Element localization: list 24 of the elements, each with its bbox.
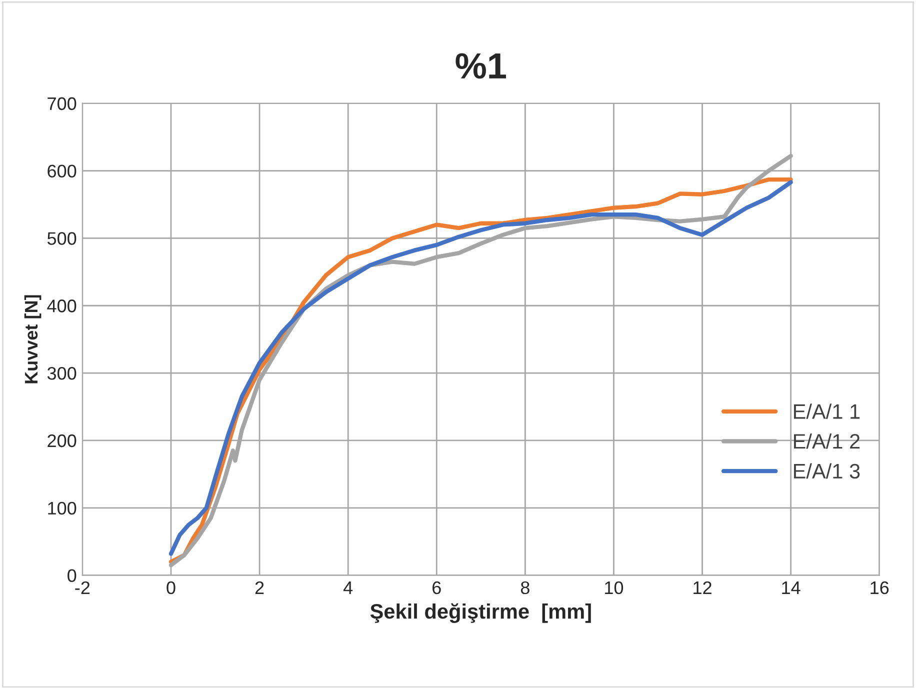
y-tick-label: 300 [47, 366, 76, 380]
y-tick-label: 500 [47, 232, 76, 245]
legend-label: E/A/1 3 [794, 463, 860, 479]
x-tick-label: -2 [75, 581, 90, 594]
chart-title: %1 [456, 53, 506, 79]
y-tick-label: 600 [48, 164, 76, 178]
x-tick-label: 2 [255, 581, 264, 594]
y-tick-label: 100 [48, 502, 76, 515]
legend-label: E/A/1 1 [794, 404, 860, 419]
legend-label: E/A/1 2 [794, 433, 860, 449]
y-axis-title: Kuvvet [N] [24, 295, 42, 384]
x-tick-label: 16 [870, 581, 889, 594]
x-tick-label: 8 [520, 581, 530, 594]
x-tick-label: 0 [166, 581, 176, 594]
x-axis-title: Şekil değiştirme [mm] [370, 603, 591, 623]
x-tick-label: 6 [432, 581, 441, 594]
x-tick-label: 14 [782, 582, 800, 594]
x-tick-label: 12 [694, 581, 712, 594]
y-tick-label: 200 [48, 434, 76, 448]
x-tick-label: 10 [605, 581, 624, 594]
y-tick-label: 700 [48, 97, 76, 110]
y-tick-label: 0 [68, 569, 76, 582]
y-tick-label: 400 [47, 300, 76, 312]
x-tick-label: 4 [343, 582, 353, 594]
